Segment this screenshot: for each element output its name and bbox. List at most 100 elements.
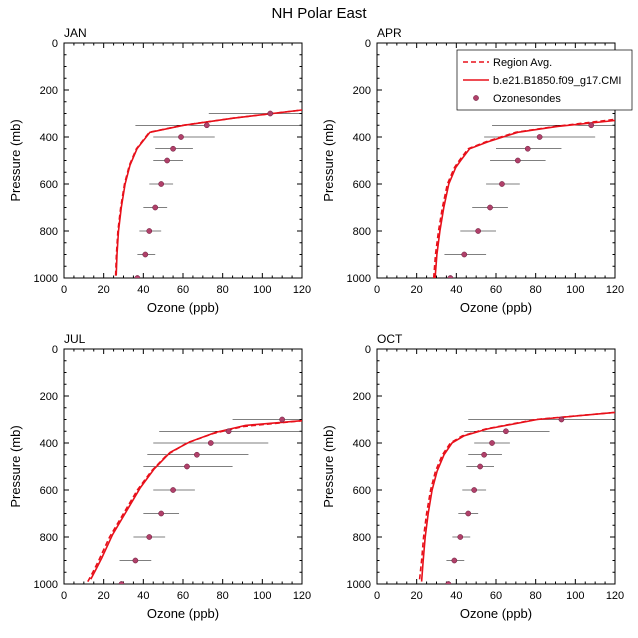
x-tick-label: 40 — [450, 590, 462, 602]
sonde-marker — [158, 510, 165, 517]
sonde-marker — [445, 581, 452, 584]
sonde-marker — [471, 487, 478, 493]
sonde-marker — [499, 181, 505, 187]
y-axis-label: Pressure (mb) — [321, 119, 336, 201]
x-tick-label: 80 — [217, 284, 229, 296]
x-axis-label: Ozone (ppb) — [460, 300, 532, 315]
y-tick-label: 800 — [40, 532, 58, 544]
y-tick-label: 0 — [52, 38, 58, 50]
sonde-marker — [146, 534, 153, 540]
sonde-marker — [457, 534, 464, 540]
y-tick-label: 0 — [365, 344, 371, 356]
x-tick-label: 20 — [411, 284, 423, 296]
data-layer — [87, 416, 302, 584]
x-tick-label: 100 — [566, 590, 584, 602]
series-line-model — [420, 411, 615, 582]
x-tick-label: 20 — [98, 284, 110, 296]
x-tick-label: 120 — [606, 284, 624, 296]
series-line-model — [434, 119, 615, 278]
x-tick-label: 80 — [530, 284, 542, 296]
legend-label: b.e21.B1850.f09_g17.CMI — [493, 75, 621, 87]
panel-label: JUL — [64, 332, 86, 346]
x-tick-label: 0 — [374, 284, 380, 296]
legend: Region Avg. b.e21.B1850.f09_g17.CMI Ozones… — [456, 49, 633, 111]
y-tick-label: 0 — [52, 344, 58, 356]
sonde-marker — [132, 557, 139, 564]
legend-label: Region Avg. — [493, 57, 552, 69]
sonde-marker — [481, 451, 487, 458]
series-line-model — [90, 419, 302, 580]
legend-label: Ozonesondes — [493, 93, 561, 105]
y-tick-label: 400 — [353, 438, 371, 450]
x-tick-label: 20 — [98, 590, 110, 602]
sonde-marker — [536, 134, 543, 140]
y-tick-label: 800 — [353, 226, 371, 238]
y-tick-label: 200 — [40, 85, 58, 97]
panels: 0 20 40 60 80 100 12002004006008001000JANOzone… — [8, 26, 633, 621]
x-tick-label: 20 — [411, 590, 423, 602]
x-tick-label: 80 — [530, 590, 542, 602]
sonde-marker — [146, 228, 153, 234]
x-tick-label: 60 — [490, 284, 502, 296]
x-tick-label: 120 — [606, 590, 624, 602]
x-tick-label: 120 — [293, 590, 311, 602]
y-axis-label: Pressure (mb) — [321, 425, 336, 507]
x-tick-label: 80 — [217, 590, 229, 602]
sonde-marker — [152, 204, 159, 211]
sonde-marker — [184, 463, 190, 470]
y-tick-label: 600 — [40, 485, 58, 497]
y-axis-label: Pressure (mb) — [8, 119, 23, 201]
sonde-marker — [477, 463, 483, 470]
x-tick-label: 60 — [490, 590, 502, 602]
x-axis-label: Ozone (ppb) — [460, 606, 532, 621]
x-tick-label: 40 — [137, 590, 149, 602]
x-tick-label: 40 — [450, 284, 462, 296]
x-tick-label: 40 — [137, 284, 149, 296]
sonde-marker — [514, 157, 521, 164]
x-tick-label: 0 — [374, 590, 380, 602]
sonde-marker — [487, 204, 493, 211]
sonde-marker — [118, 581, 125, 584]
sonde-marker — [503, 428, 509, 435]
y-tick-label: 200 — [40, 391, 58, 403]
series-line-region-avg — [87, 419, 302, 582]
series-line-model — [115, 109, 302, 276]
sonde-marker — [451, 557, 458, 564]
sonde-marker — [588, 122, 595, 129]
data-layer — [114, 109, 302, 278]
series-line-region-avg — [114, 109, 302, 276]
x-tick-label: 60 — [177, 590, 189, 602]
y-tick-label: 200 — [353, 85, 371, 97]
y-tick-label: 1000 — [347, 579, 371, 591]
sonde-marker — [194, 451, 200, 458]
y-tick-label: 800 — [40, 226, 58, 238]
x-tick-label: 100 — [566, 284, 584, 296]
figure-title: NH Polar East — [271, 5, 367, 22]
panel-apr: 0 20 40 60 80 100 120 0 200 400 600 800 1000 APR Ozone… — [321, 26, 624, 315]
sonde-marker — [203, 122, 210, 129]
sonde-marker — [558, 416, 565, 423]
sonde-marker — [461, 251, 468, 258]
sonde-marker — [158, 181, 165, 187]
sonde-marker — [279, 416, 286, 423]
y-tick-label: 1000 — [34, 273, 58, 285]
sonde-marker — [142, 251, 149, 258]
sonde-marker — [207, 440, 214, 446]
sonde-marker — [447, 275, 454, 278]
y-tick-label: 600 — [353, 485, 371, 497]
y-tick-label: 200 — [353, 391, 371, 403]
data-layer — [426, 118, 615, 278]
sonde-marker — [524, 145, 531, 152]
panel-label: APR — [377, 26, 402, 40]
sonde-marker — [170, 487, 176, 493]
y-axis-label: Pressure (mb) — [8, 425, 23, 507]
panel-jul: 0 20 40 60 80 100 120 0 200 400 600 800 1000 JUL Ozone… — [8, 332, 311, 621]
x-tick-label: 120 — [293, 284, 311, 296]
y-tick-label: 400 — [353, 132, 371, 144]
panel-jan: 0 20 40 60 80 100 120 0 200 400 600 800 1000 JAN Ozone… — [8, 26, 311, 315]
legend-swatch-marker — [473, 95, 479, 101]
y-tick-label: 800 — [353, 532, 371, 544]
x-tick-label: 0 — [61, 590, 67, 602]
y-tick-label: 0 — [365, 38, 371, 50]
